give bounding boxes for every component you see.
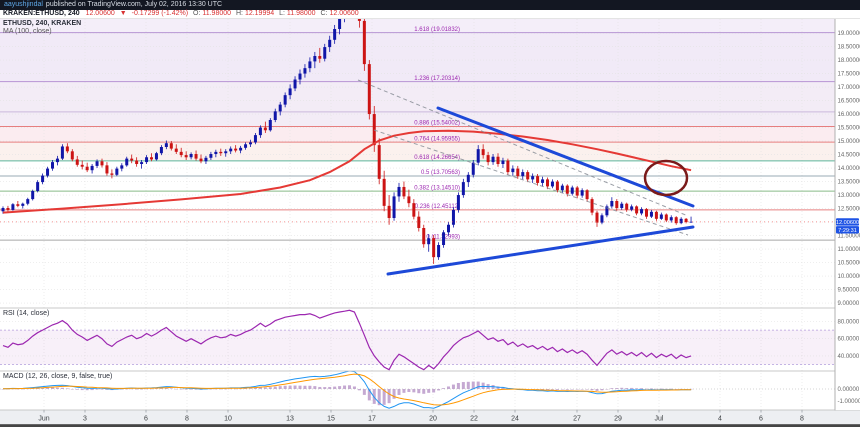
svg-text:24: 24 [511,416,519,423]
svg-text:8: 8 [185,416,189,423]
svg-text:0.5 (13.70563): 0.5 (13.70563) [421,170,460,176]
direction-arrow-icon: ▼ [119,10,127,17]
svg-text:16.00000: 16.00000 [838,112,860,118]
svg-text:0.618 (14.26654): 0.618 (14.26654) [414,155,460,161]
svg-text:0.764 (14.95955): 0.764 (14.95955) [414,136,460,142]
open-label: O: [193,10,201,17]
ascending-support [386,225,695,276]
highlight-circle [643,159,689,197]
candlestick-series [1,19,693,264]
svg-text:10.50000: 10.50000 [838,261,860,267]
svg-text:1.236 (17.20314): 1.236 (17.20314) [414,76,460,82]
last-price: 12.00600 [85,10,115,17]
svg-text:29: 29 [614,416,622,423]
svg-text:1.618 (19.01832): 1.618 (19.01832) [414,27,460,33]
svg-text:80.0000: 80.0000 [838,320,860,326]
svg-text:18.00000: 18.00000 [838,58,860,64]
svg-text:0.886 (15.54002): 0.886 (15.54002) [414,121,460,127]
svg-text:3: 3 [83,416,87,423]
rsi-panel [0,309,835,371]
close-value: 12.00600 [329,10,359,17]
annotations[interactable] [0,79,835,276]
svg-text:0.382 (13.14510): 0.382 (13.14510) [414,185,460,191]
svg-text:18.50000: 18.50000 [838,45,860,51]
ma100-line[interactable] [2,129,692,214]
high-value: 12.19994 [244,10,275,17]
svg-text:6: 6 [144,416,148,423]
svg-text:10.00000: 10.00000 [838,274,860,280]
svg-text:8: 8 [800,416,804,423]
dashed-channel-line [357,79,689,217]
close-label: C: [320,10,328,17]
symbol-name[interactable]: KRAKEN:ETHUSD, 240 [3,10,80,17]
svg-text:13.00000: 13.00000 [838,193,860,199]
svg-text:11.50000: 11.50000 [838,234,860,240]
price-axis[interactable]: 19.00000 18.50000 18.00000 17.50000 17.00000… [834,19,860,424]
svg-text:14.00000: 14.00000 [838,166,860,172]
svg-text:9.00000: 9.00000 [838,301,860,307]
svg-text:60.0000: 60.0000 [838,337,860,343]
last-price-badge [836,218,859,226]
svg-text:17.50000: 17.50000 [838,72,860,78]
svg-text:9.50000: 9.50000 [838,288,860,294]
author-link[interactable]: aayushjindal [4,1,43,8]
svg-text:6: 6 [759,416,763,423]
svg-text:Jun: Jun [38,416,49,423]
countdown-badge [836,226,859,234]
symbol-info-bar: KRAKEN:ETHUSD, 240 12.00600 ▼ -0.17299 (… [0,10,860,19]
svg-text:40.0000: 40.0000 [838,354,860,360]
publish-info: published on TradingView.com, July 02, 2… [45,1,223,8]
svg-text:22: 22 [470,416,478,423]
low-value: 11.98000 [286,10,316,17]
svg-text:Jul: Jul [655,416,664,423]
svg-text:27: 27 [573,416,581,423]
open-value: 11.98000 [202,10,232,17]
svg-text:13.50000: 13.50000 [838,180,860,186]
svg-text:12.50000: 12.50000 [838,207,860,213]
time-axis[interactable]: Jun 3 6 8 10 13 15 17 20 22 24 27 29 Jul 4 6 8 [0,410,860,427]
svg-text:15.50000: 15.50000 [838,126,860,132]
bottom-edge [0,424,860,427]
high-label: H: [235,10,243,17]
svg-text:0.236 (12.45112): 0.236 (12.45112) [415,204,460,210]
svg-text:10: 10 [224,416,232,423]
svg-text:17.00000: 17.00000 [838,85,860,91]
svg-text:17: 17 [368,416,376,423]
dashed-channel-line [373,129,689,236]
publish-bar: aayushjindal published on TradingView.com… [0,0,860,10]
svg-text:4: 4 [718,416,722,423]
macd-panel [0,371,835,409]
fib-retracement[interactable]: 1.618 (19.01832) 1.236 (17.20314) 0.886 (1… [0,27,835,241]
svg-text:12.00600: 12.00600 [836,220,859,226]
svg-text:15: 15 [327,416,335,423]
svg-text:14.50000: 14.50000 [838,153,860,159]
svg-text:15.00000: 15.00000 [838,139,860,145]
price-change: -0.17299 (-1.42%) [131,10,189,17]
low-label: L: [279,10,285,17]
svg-text:13: 13 [286,416,294,423]
svg-text:0.00000: 0.00000 [838,387,860,393]
svg-text:19.00000: 19.00000 [838,31,860,37]
svg-text:16.50000: 16.50000 [838,99,860,105]
svg-text:7:29:31: 7:29:31 [838,228,857,234]
svg-text:20: 20 [429,416,437,423]
svg-text:-1.00000: -1.00000 [838,399,860,405]
svg-text:11.00000: 11.00000 [838,247,860,253]
